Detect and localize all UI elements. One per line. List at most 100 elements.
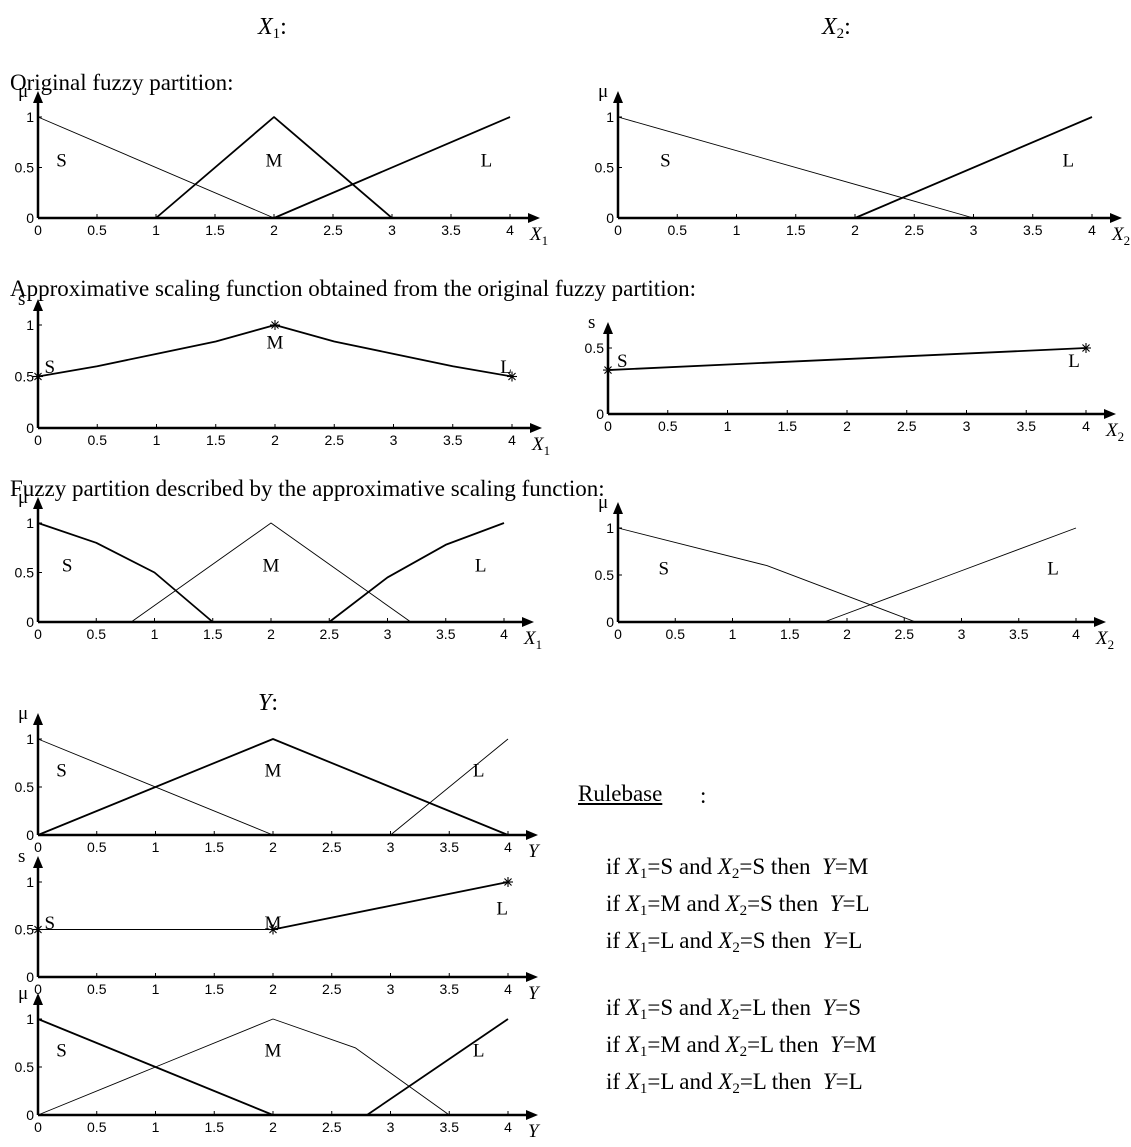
chart-x1_orig-x-tick-label: 0.5 [87, 222, 107, 238]
rule-3: if X1=L and X2=S then Y=L [606, 928, 863, 956]
chart-y_scale-set-label-L: L [496, 899, 508, 920]
chart-y_scale-series-1 [272, 881, 509, 931]
chart-y_scale-y-label: s [18, 846, 25, 867]
chart-x2_orig-x-tick-label: 1 [733, 222, 741, 238]
chart-y_scale-x-tick-label: 2 [269, 981, 277, 997]
chart-x1_desc-x-tick-label: 0 [34, 626, 42, 642]
chart-y_scale-set-label-S: S [44, 913, 55, 934]
chart-x1_scale-x-tick-label: 3.5 [443, 432, 463, 448]
chart-x1_desc-series-2 [328, 522, 505, 623]
chart-x2_orig-x-tick-label: 2 [851, 222, 859, 238]
chart-x1_desc-x-tick-label: 4 [500, 626, 508, 642]
chart-y_desc-set-label-L: L [473, 1041, 485, 1062]
chart-y_orig-y-tick-label: 0.5 [15, 779, 35, 795]
chart-y_scale-marker-0 [33, 924, 43, 935]
chart-y_desc-x-tick-label: 1 [152, 1119, 160, 1135]
chart-y_scale-x-tick-label: 4 [504, 981, 512, 997]
chart-y_orig-x-tick-label: 3.5 [440, 839, 460, 855]
chart-x2_desc-x-tick-label: 0 [614, 626, 622, 642]
chart-y_desc-x-tick-label: 0.5 [87, 1119, 107, 1135]
rule-5: if X1=M and X2=L then Y=M [606, 1032, 877, 1060]
chart-y_desc-series-2 [366, 1018, 509, 1116]
rulebase-title: Rulebase [578, 781, 663, 806]
chart-x2_orig-x-tick-label: 1.5 [786, 222, 806, 238]
chart-y_desc-x-tick-label: 3 [387, 1119, 395, 1135]
chart-x1_desc-y-tick-label: 0.5 [15, 565, 35, 581]
chart-x2_scale-series-0 [607, 347, 1087, 371]
chart-y_scale-x-arrow [526, 972, 538, 982]
chart-x1_scale-y-tick-label: 1 [26, 317, 34, 333]
chart-x1_desc-x-tick-label: 2 [267, 626, 275, 642]
chart-x1_desc-set-label-M: M [263, 556, 280, 577]
chart-x1_scale-set-label-S: S [45, 357, 56, 378]
chart-x1_scale-x-tick-label: 1 [153, 432, 161, 448]
chart-y_scale-x-tick-label: 3.5 [440, 981, 460, 997]
header-x2: X2: [822, 14, 851, 42]
chart-y_orig-y-tick-label: 1 [26, 731, 34, 747]
chart-y_scale-x-tick-label: 0 [34, 981, 42, 997]
chart-x2_scale-y-label: s [588, 312, 595, 333]
chart-y_orig-x-tick-label: 0 [34, 839, 42, 855]
chart-x2_orig-series-0 [617, 116, 1092, 219]
rule-4: if X1=S and X2=L then Y=S [606, 995, 861, 1023]
chart-x2_orig-y-arrow [613, 91, 623, 103]
chart-y_desc-x-tick-label: 3.5 [440, 1119, 460, 1135]
chart-x2_scale-y-tick-label: 0.5 [585, 340, 605, 356]
chart-x1_orig-x-tick-label: 1 [152, 222, 160, 238]
chart-x1_scale-x-label: X1 [531, 434, 550, 458]
chart-y_scale-marker-1 [268, 924, 278, 935]
chart-y_orig-set-label-M: M [265, 761, 282, 782]
chart-y_orig-y-arrow [33, 713, 43, 725]
chart-y_desc-x-tick-label: 0 [34, 1119, 42, 1135]
chart-y_scale-y-tick-label: 0.5 [15, 922, 35, 938]
chart-x1_desc-y-arrow [33, 497, 43, 509]
chart-y_orig-x-tick-label: 1.5 [205, 839, 225, 855]
chart-x2_scale-x-tick-label: 1.5 [778, 418, 798, 434]
chart-y_scale-set-label-M: M [265, 913, 282, 934]
chart-y_desc-x-tick-label: 2 [269, 1119, 277, 1135]
chart-x1_desc-y-label: μ [18, 487, 28, 508]
chart-x1_desc-x-arrow [522, 617, 534, 627]
chart-y_orig-x-tick-label: 4 [504, 839, 512, 855]
chart-x1_desc-x-tick-label: 0.5 [87, 626, 107, 642]
chart-y_desc-y-label: μ [18, 983, 28, 1004]
chart-x2_scale-x-label: X2 [1105, 420, 1124, 444]
chart-x2_desc-x-tick-label: 4 [1072, 626, 1080, 642]
chart-y_orig-series-2 [38, 738, 509, 836]
chart-x2_desc-series-0 [617, 527, 916, 623]
chart-x1_scale-y-arrow [33, 299, 43, 311]
chart-x2_scale-x-tick-label: 2 [843, 418, 851, 434]
chart-y_scale-x-label: Y [528, 983, 541, 1004]
chart-x2_desc-x-tick-label: 1 [729, 626, 737, 642]
chart-x1_desc-y-tick-label: 0 [26, 614, 34, 630]
chart-x2_scale-y-tick-label: 0 [596, 406, 604, 422]
chart-x2_scale-x-tick-label: 2.5 [897, 418, 917, 434]
caption-original: Original fuzzy partition: [10, 70, 234, 95]
chart-x1_orig-set-label-S: S [56, 150, 67, 171]
chart-x2_orig-set-label-S: S [660, 150, 671, 171]
chart-x2_scale-marker-0 [603, 365, 613, 376]
chart-x1_desc-x-label-sub: 1 [536, 637, 543, 652]
chart-x2_orig-x-tick-label: 0 [614, 222, 622, 238]
chart-y_scale-y-tick-label: 1 [26, 874, 34, 890]
chart-x1_scale-x-arrow [530, 423, 542, 433]
chart-x2_desc-y-tick-label: 0 [606, 614, 614, 630]
chart-y_orig-series-0 [37, 738, 508, 836]
chart-y-described: 0 0.5 1 1.5 2 2.5 3 3.5 4 0 0.5 1 μ Y S M L [15, 983, 541, 1142]
chart-x2_scale-set-label-L: L [1068, 351, 1080, 372]
chart-x1_scale-x-tick-label: 4 [508, 432, 516, 448]
chart-x1_scale-x-tick-label: 2 [271, 432, 279, 448]
caption-described: Fuzzy partition described by the approxi… [10, 476, 605, 501]
chart-x1_desc-y-tick-label: 1 [26, 515, 34, 531]
chart-y_scale-x-tick-label: 1.5 [205, 981, 225, 997]
chart-x1_orig-x-tick-label: 2 [270, 222, 278, 238]
chart-x1_desc-set-label-L: L [475, 556, 487, 577]
chart-x1_scale-marker-0 [33, 371, 43, 382]
chart-y_orig-x-tick-label: 3 [387, 839, 395, 855]
chart-x1_scale-x-label-sub: 1 [544, 443, 551, 458]
chart-y_scale-marker-2 [503, 877, 513, 887]
chart-x2_scale-x-tick-label: 0.5 [658, 418, 678, 434]
chart-y_orig-y-tick-label: 0 [26, 827, 34, 843]
